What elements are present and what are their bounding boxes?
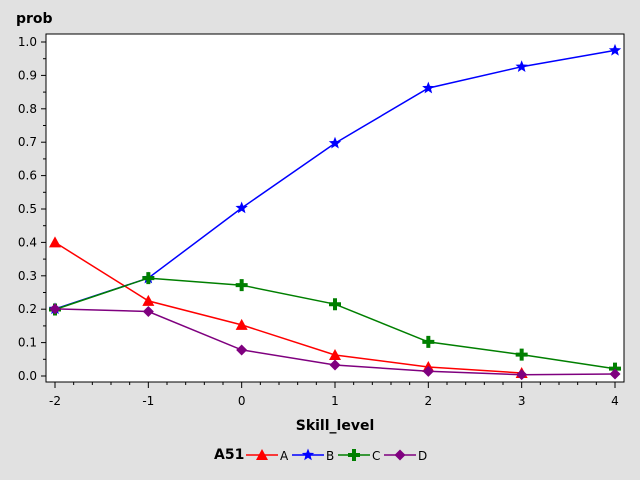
data-point-d	[142, 306, 154, 318]
legend-item-c: C	[338, 449, 380, 463]
y-tick-label: 0.2	[18, 302, 37, 316]
data-point-a	[329, 348, 341, 360]
legend: A51 A B C D	[214, 447, 427, 463]
series-layer	[48, 43, 622, 381]
y-tick-label: 0.6	[18, 169, 37, 183]
data-point-d	[422, 365, 434, 377]
legend-label: A	[280, 449, 289, 463]
data-point-b	[422, 81, 435, 94]
data-point-b	[235, 201, 248, 214]
plot-area	[45, 33, 625, 383]
data-point-c	[329, 298, 341, 311]
data-point-c	[515, 348, 528, 361]
x-tick-label: 3	[518, 394, 526, 408]
data-point-a	[235, 318, 248, 330]
legend-marker-c	[348, 449, 360, 461]
data-point-d	[609, 368, 621, 380]
series-line-a	[54, 241, 522, 374]
data-point-d	[516, 369, 528, 381]
x-tick-label: -2	[49, 394, 61, 408]
y-tick-label: 1.0	[18, 35, 37, 49]
data-point-c	[422, 335, 435, 348]
legend-title: A51	[214, 447, 244, 463]
legend-label: D	[418, 449, 427, 463]
y-tick-label: 0.4	[18, 235, 37, 249]
x-tick-label: 4	[611, 394, 619, 408]
data-point-d	[236, 344, 248, 356]
legend-marker-b	[301, 448, 315, 461]
data-point-d	[49, 303, 61, 315]
y-tick-label: 0.0	[18, 369, 37, 383]
x-axis: -2 -1 0 1 2 3 4	[49, 382, 619, 408]
legend-marker-a	[256, 449, 268, 460]
series-d	[49, 303, 621, 381]
legend-label: C	[372, 449, 380, 463]
y-tick-label: 0.8	[18, 102, 37, 116]
data-point-d	[329, 359, 341, 371]
x-tick-label: -1	[142, 394, 154, 408]
y-tick-label: 0.9	[18, 68, 37, 82]
y-tick-label: 0.7	[18, 135, 37, 149]
data-point-b	[515, 60, 528, 72]
y-axis: 0.0 0.1 0.2 0.3 0.4 0.5 0.6 0.7 0.8 0.9 1.0	[18, 35, 46, 383]
data-point-c	[235, 279, 248, 292]
data-point-a	[49, 236, 61, 248]
y-tick-label: 0.3	[18, 269, 37, 283]
legend-item-d: D	[384, 449, 427, 463]
y-axis-title: prob	[16, 11, 53, 27]
legend-marker-d	[394, 449, 406, 461]
x-tick-label: 0	[238, 394, 246, 408]
data-point-b	[608, 43, 622, 56]
y-tick-label: 0.5	[18, 202, 37, 216]
data-point-c	[142, 272, 155, 285]
x-tick-label: 2	[425, 394, 433, 408]
legend-label: B	[326, 449, 334, 463]
legend-item-a: A	[246, 449, 289, 463]
data-point-b	[328, 136, 342, 149]
x-axis-title: Skill_level	[296, 418, 375, 434]
x-tick-label: 1	[331, 394, 339, 408]
data-point-a	[142, 294, 155, 306]
y-tick-label: 0.1	[18, 336, 37, 350]
legend-item-b: B	[292, 448, 334, 463]
